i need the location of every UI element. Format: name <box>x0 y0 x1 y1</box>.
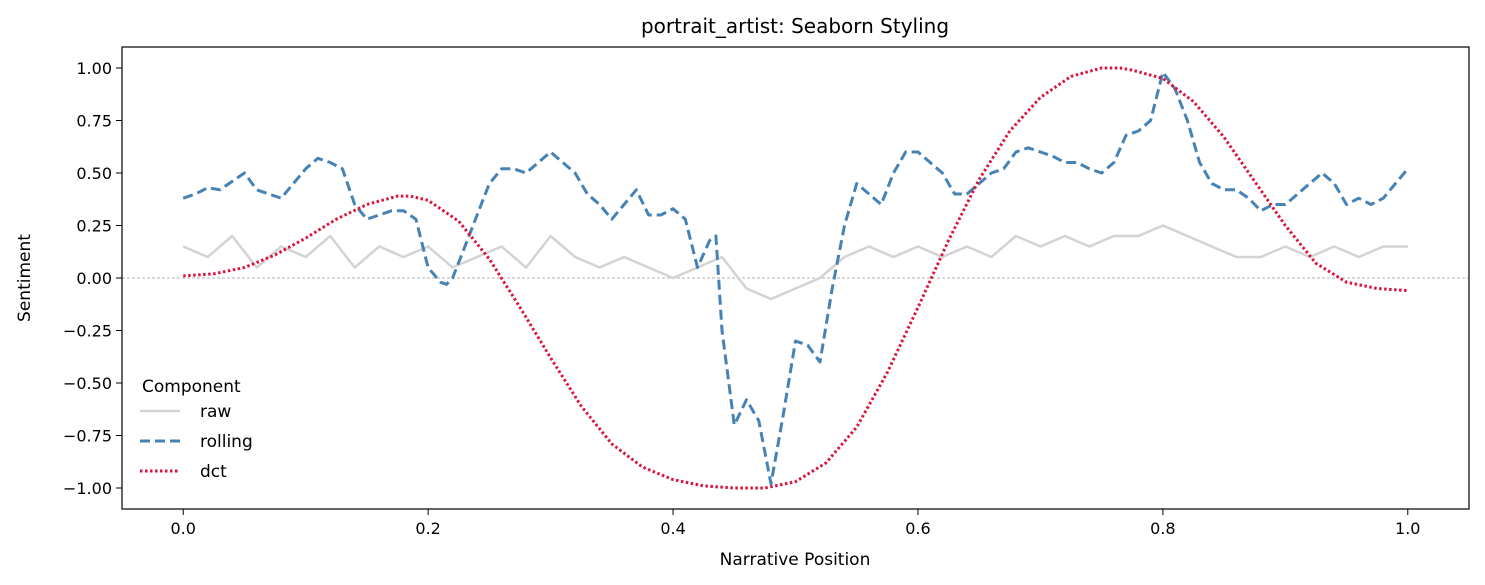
y-axis-title: Sentiment <box>15 234 35 322</box>
x-tick-label: 0.0 <box>171 519 196 538</box>
y-tick-label: −0.75 <box>63 427 112 446</box>
x-tick-label: 0.2 <box>415 519 440 538</box>
y-tick-label: −0.25 <box>63 322 112 341</box>
y-tick-label: 0.75 <box>76 112 112 131</box>
y-tick-label: 0.00 <box>76 269 112 288</box>
y-tick-label: 1.00 <box>76 59 112 78</box>
legend-label-raw: raw <box>200 402 231 422</box>
chart-title: portrait_artist: Seaborn Styling <box>641 14 949 38</box>
legend-title: Component <box>142 377 241 397</box>
legend-label-dct: dct <box>200 462 227 482</box>
legend-label-rolling: rolling <box>200 432 253 452</box>
x-axis: 0.0 0.2 0.4 0.6 0.8 1.0 <box>171 509 1420 538</box>
series-layer <box>182 66 1409 490</box>
series-line-raw <box>182 224 1408 301</box>
y-tick-label: 0.50 <box>76 164 112 183</box>
x-axis-title: Narrative Position <box>720 550 871 570</box>
x-tick-label: 0.8 <box>1150 519 1175 538</box>
legend: Component raw rolling dct <box>140 377 253 482</box>
y-axis: 1.00 0.75 0.50 0.25 0.00 −0.25 −0.50 −0.75 −1.00 <box>63 59 122 498</box>
x-tick-label: 0.4 <box>660 519 685 538</box>
y-tick-label: 0.25 <box>76 217 112 236</box>
x-tick-label: 0.6 <box>905 519 930 538</box>
y-tick-label: −1.00 <box>63 479 112 498</box>
y-tick-label: −0.50 <box>63 374 112 393</box>
x-tick-label: 1.0 <box>1395 519 1420 538</box>
series-line-dct <box>183 66 1408 490</box>
series-line-rolling <box>182 70 1409 486</box>
